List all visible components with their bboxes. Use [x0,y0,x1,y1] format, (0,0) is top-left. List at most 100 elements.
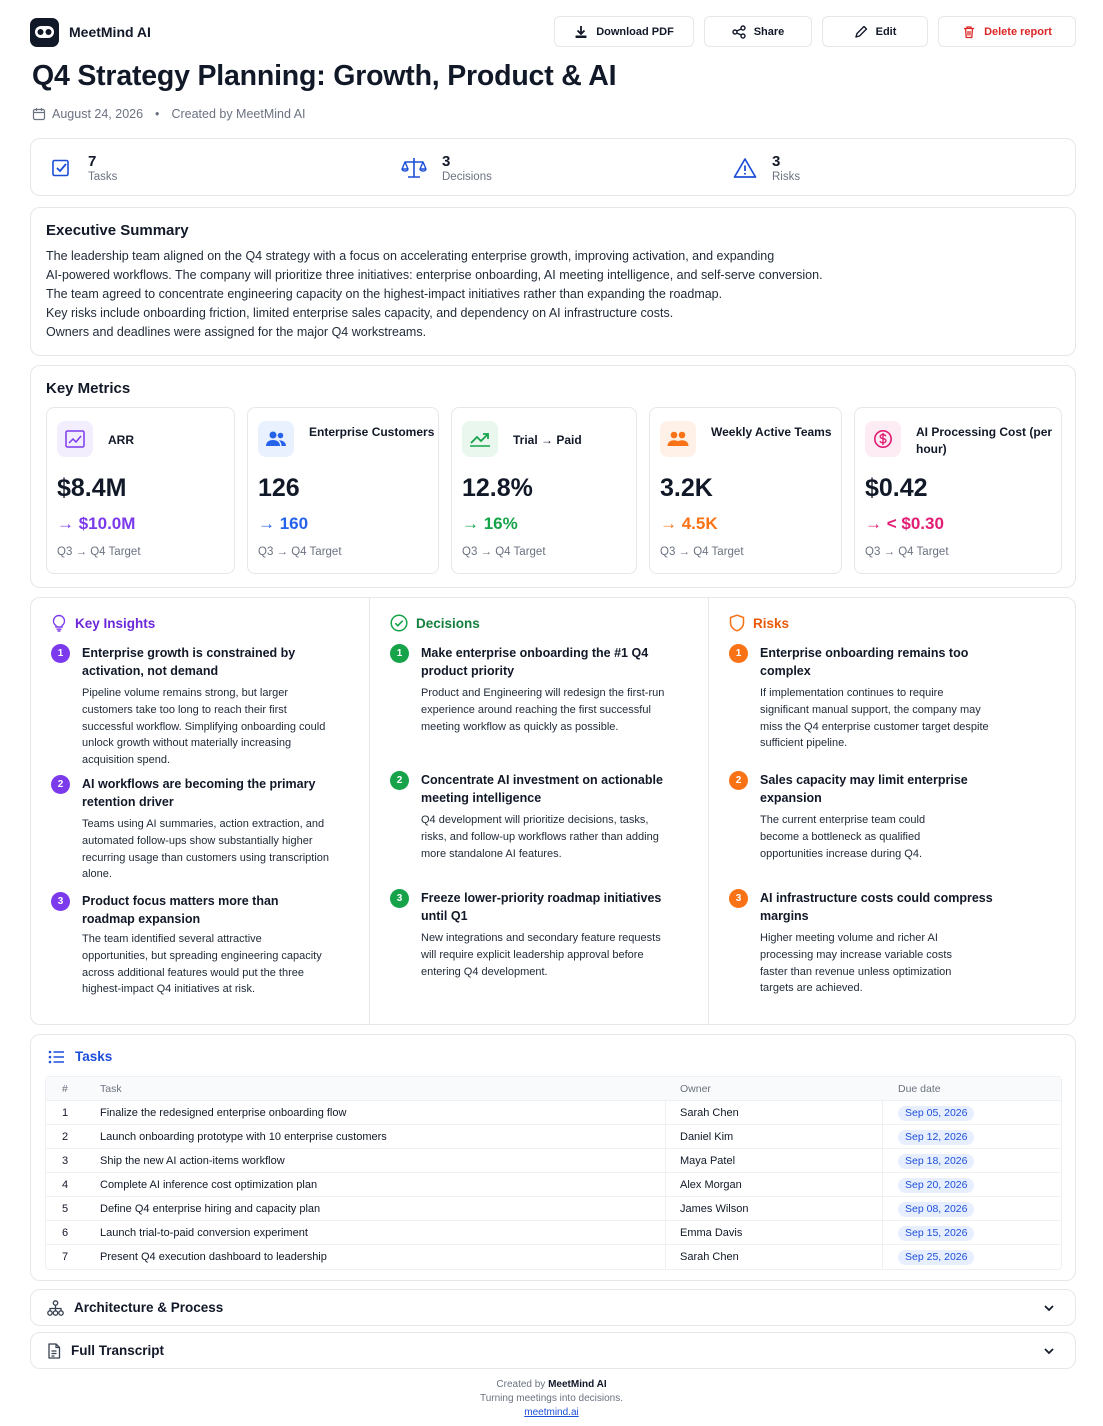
full-transcript-toggle[interactable]: Full Transcript [30,1332,1076,1369]
meta-separator: • [155,107,160,121]
executive-summary-text: The leadership team aligned on the Q4 st… [46,247,946,342]
report-date: August 24, 2026 [52,107,144,121]
key-metrics: Key Metrics ARR $8.4M → $10.0M Q3 → Q4 T… [30,365,1076,588]
stat-decisions: 3 Decisions [401,139,492,197]
task-owner: Daniel Kim [680,1131,734,1143]
table-row: 2 Launch onboarding prototype with 10 en… [46,1125,1061,1149]
key-insights-column: Key Insights 1 Enterprise growth is cons… [31,598,369,1024]
table-divider [665,1077,666,1269]
decision-number-badge: 1 [390,644,409,663]
insight-number-badge: 2 [51,775,70,794]
metric-label: Enterprise Customers [309,425,435,439]
risk-body: If implementation continues to require s… [760,687,989,750]
insight-title: AI workflows are becoming the primary re… [82,777,316,809]
share-button[interactable]: Share [704,16,812,47]
table-row: 3 Ship the new AI action-items workflow … [46,1149,1061,1173]
metric-card-ai-processing-cost: AI Processing Cost (per hour) $0.42 → < … [854,407,1062,574]
insight-number-badge: 1 [51,644,70,663]
full-transcript-label: Full Transcript [71,1343,165,1358]
list-icon [48,1050,64,1063]
risk-number-badge: 2 [729,771,748,790]
tasks-section: Tasks # Task Owner Due date 1 Finalize t… [30,1034,1076,1281]
column-header: # [62,1083,68,1095]
risk-number-badge: 1 [729,644,748,663]
stat-decisions-value: 3 [442,152,451,170]
metric-card-weekly-active-teams: Weekly Active Teams 3.2K → 4.5K Q3 → Q4 … [649,407,842,574]
table-row: 7 Present Q4 execution dashboard to lead… [46,1245,1061,1269]
task-name: Launch onboarding prototype with 10 ente… [100,1131,387,1143]
table-row: 6 Launch trial-to-paid conversion experi… [46,1221,1061,1245]
metric-card-trial-to-paid: Trial → Paid 12.8% → 16% Q3 → Q4 Target [451,407,637,574]
metric-icon-bg [865,421,901,457]
task-owner: Alex Morgan [680,1179,742,1191]
key-insights-header: Key Insights [51,614,155,632]
risks-heading: Risks [753,615,790,631]
metric-target: → $10.0M [57,514,136,533]
task-name: Define Q4 enterprise hiring and capacity… [100,1203,321,1215]
task-number: 3 [62,1155,69,1167]
metric-sub: Q3 → Q4 Target [462,546,546,558]
delete-report-button[interactable]: Delete report [938,16,1076,47]
architecture-process-toggle[interactable]: Architecture & Process [30,1289,1076,1326]
share-label: Share [753,25,785,38]
task-name: Complete AI inference cost optimization … [100,1179,318,1191]
risk-title: Sales capacity may limit enterprise expa… [760,773,968,805]
metric-sub: Q3 → Q4 Target [258,546,342,558]
table-header-row: # Task Owner Due date [46,1077,1061,1101]
task-name: Launch trial-to-paid conversion experime… [100,1227,308,1239]
metric-label: ARR [108,433,134,447]
decision-body: Q4 development will prioritize decisions… [421,814,659,860]
users-icon [266,431,286,446]
footer-link[interactable]: meetmind.ai [524,1407,579,1418]
task-number: 4 [62,1179,69,1191]
table-divider [882,1077,883,1269]
chevron-down-icon [1044,1305,1054,1312]
insight-title: Product focus matters more than roadmap … [82,894,279,926]
decision-body: Product and Engineering will redesign th… [421,687,665,733]
hierarchy-icon [47,1299,64,1316]
checkbox-icon [52,159,69,177]
stat-tasks-label: Tasks [88,170,118,183]
task-owner: Maya Patel [680,1155,736,1167]
summary-line: The leadership team aligned on the Q4 st… [46,249,775,263]
metric-icon-bg [462,421,498,457]
insight-body: Pipeline volume remains strong, but larg… [82,687,326,767]
stat-risks-label: Risks [772,170,801,183]
metric-target: → 4.5K [660,514,718,533]
brand: MeetMind AI [30,16,151,48]
metric-value: $8.4M [57,474,127,502]
column-header: Task [100,1083,122,1095]
scale-icon [401,158,427,178]
due-date-badge: Sep 08, 2026 [898,1202,975,1217]
key-insights-heading: Key Insights [75,615,156,631]
edit-button[interactable]: Edit [822,16,928,47]
dollar-icon [874,430,892,448]
task-number: 5 [62,1203,69,1215]
task-owner: Sarah Chen [680,1251,739,1263]
stat-tasks: 7 Tasks [51,139,117,197]
metric-sub: Q3 → Q4 Target [865,546,949,558]
download-icon [575,25,587,38]
calendar-icon [32,108,46,121]
metric-target: → < $0.30 [865,514,944,533]
download-pdf-button[interactable]: Download PDF [554,16,694,47]
metric-card-arr: ARR $8.4M → $10.0M Q3 → Q4 Target [46,407,235,574]
risks-header: Risks [729,614,789,632]
summary-stats: 7 Tasks 3 Decisions 3 Risks [30,138,1076,196]
risk-title: AI infrastructure costs could compress m… [760,891,993,923]
decision-title: Concentrate AI investment on actionable … [421,773,663,805]
tasks-table: # Task Owner Due date 1 Finalize the red… [45,1076,1062,1270]
risk-body: Higher meeting volume and richer AI proc… [760,932,952,995]
risks-column: Risks 1 Enterprise onboarding remains to… [709,598,1077,1024]
metric-label: Weekly Active Teams [711,425,832,439]
footer-prefix: Created by [496,1379,546,1390]
share-icon [732,24,746,39]
metric-label: AI Processing Cost (per hour) [916,425,1053,456]
decision-title: Make enterprise onboarding the #1 Q4 pro… [421,646,649,678]
pencil-icon [854,25,867,38]
due-date-badge: Sep 05, 2026 [898,1106,975,1121]
footer: Created by MeetMind AI Turning meetings … [0,1378,1103,1420]
summary-line: Key risks include onboarding friction, l… [46,306,674,320]
download-pdf-label: Download PDF [596,25,674,38]
trend-up-icon [470,433,490,447]
